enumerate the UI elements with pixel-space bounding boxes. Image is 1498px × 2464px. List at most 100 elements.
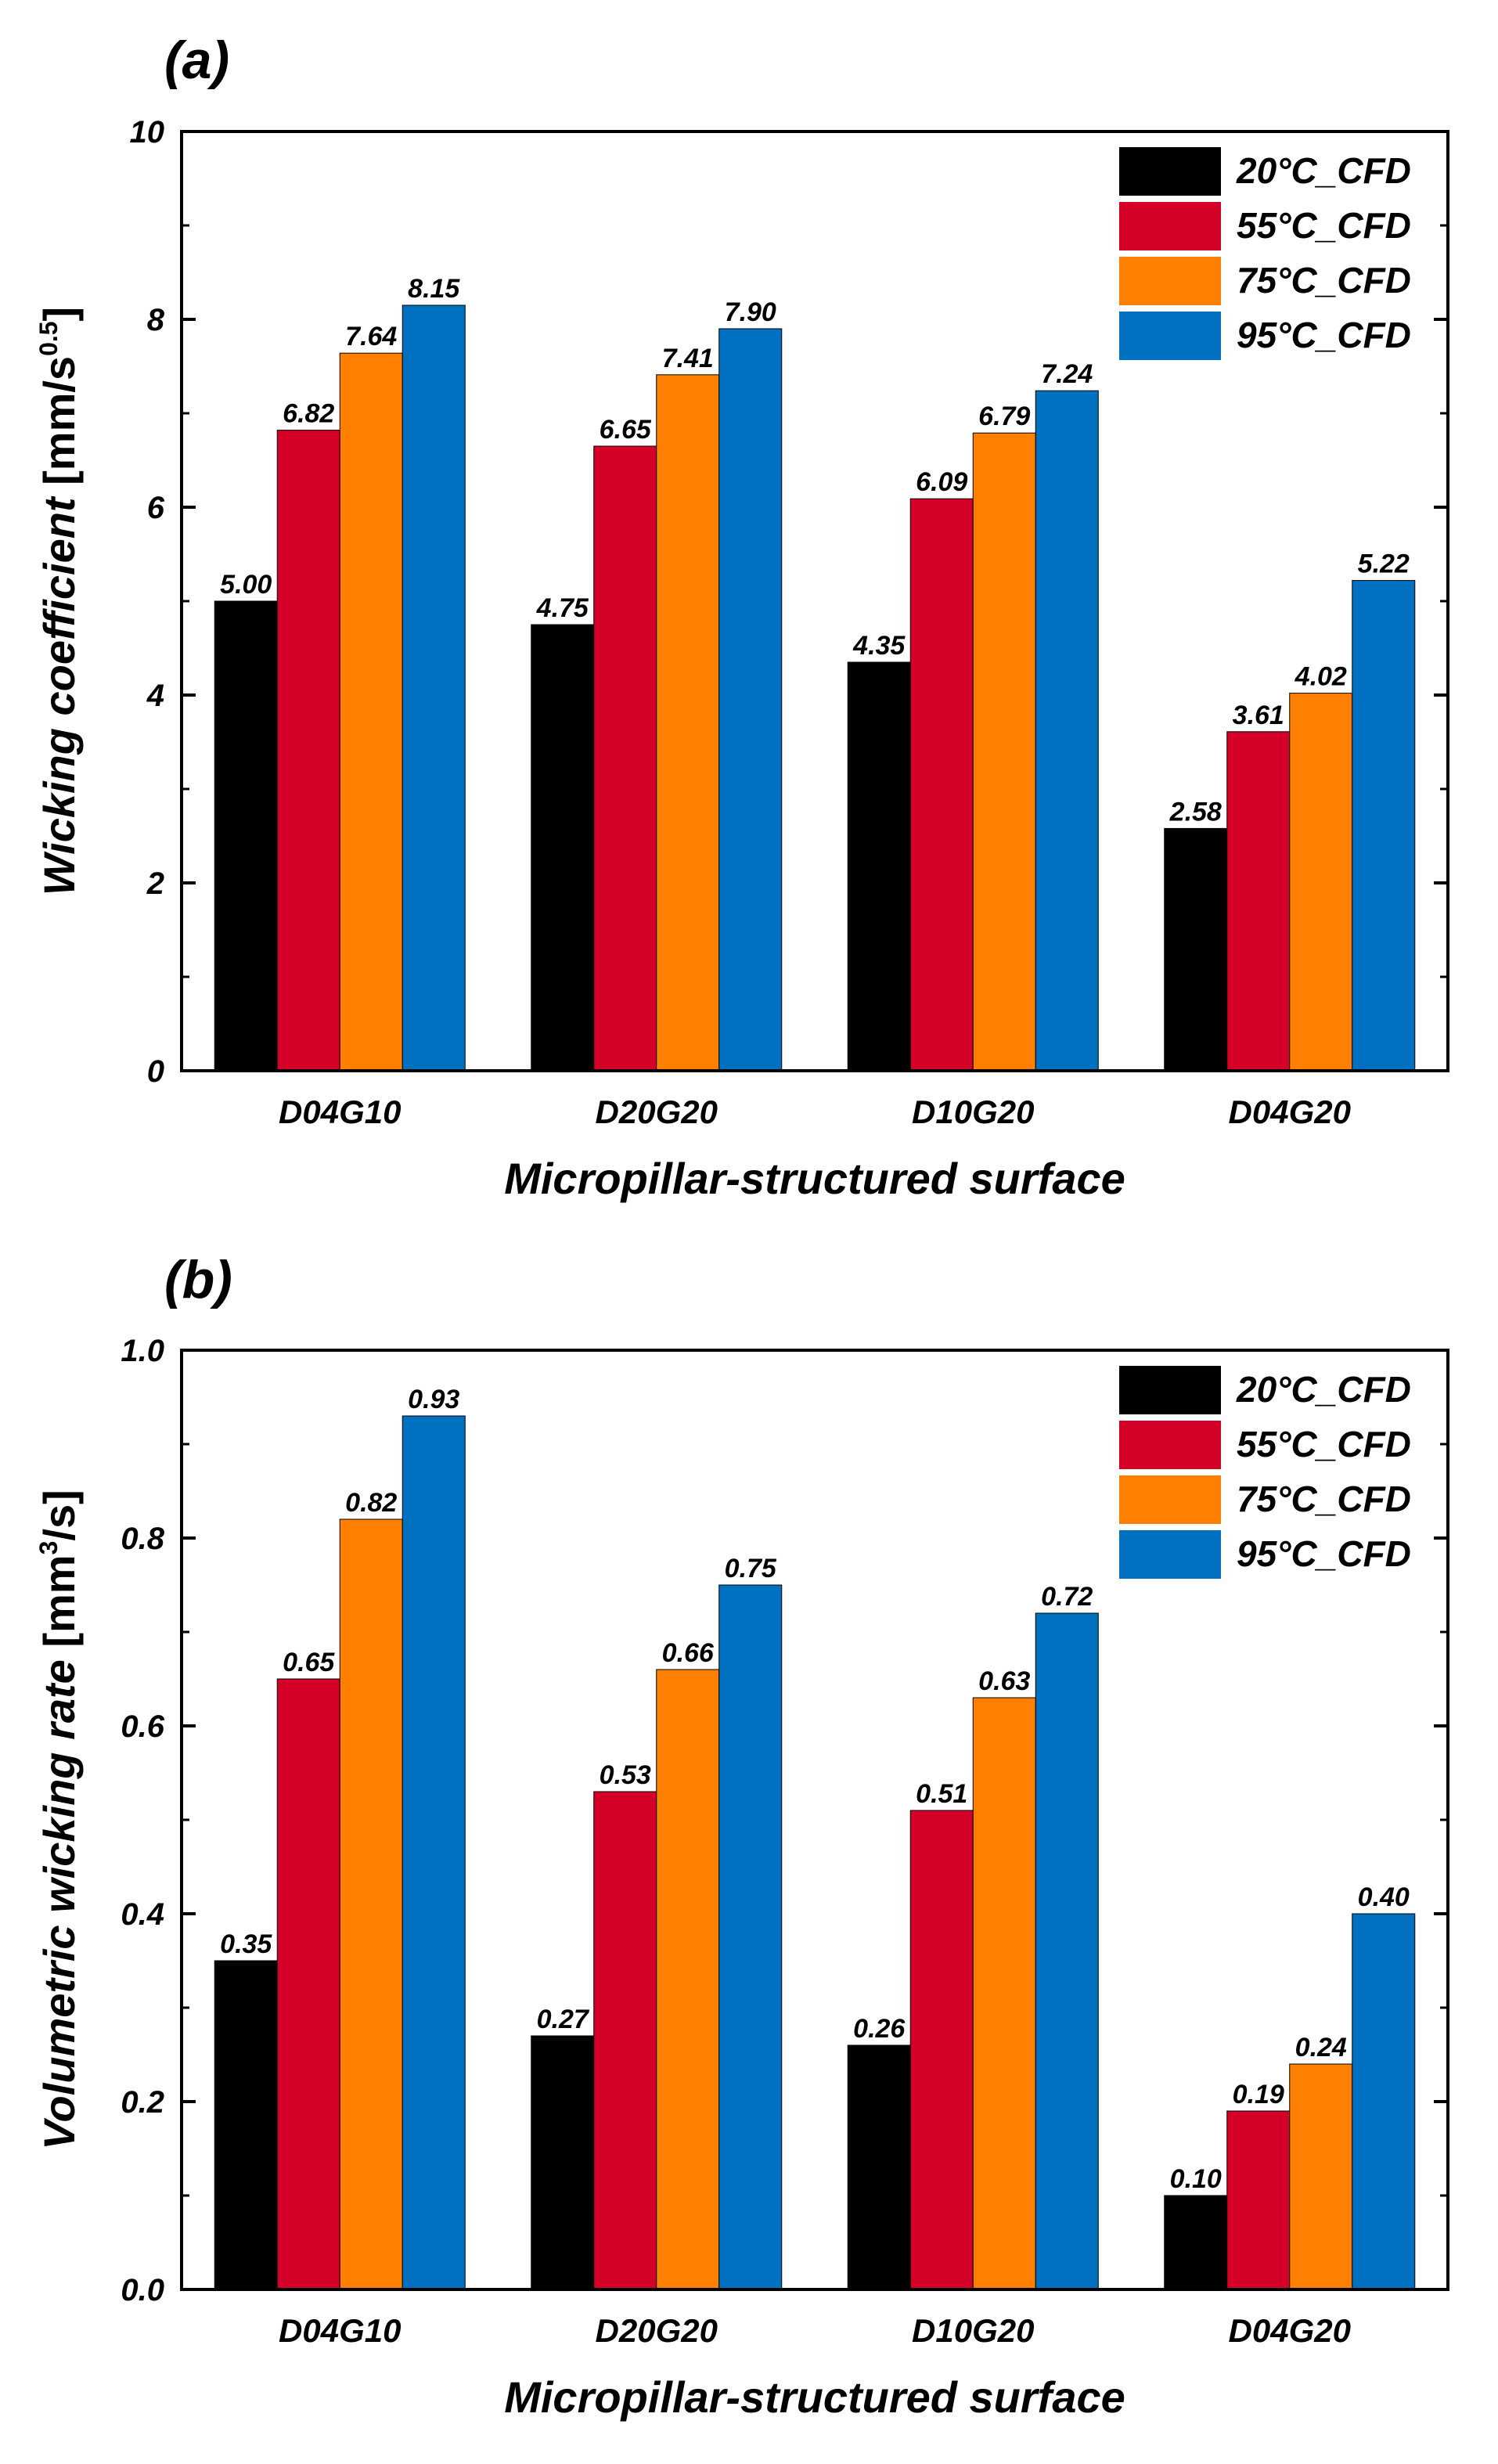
data-label: 5.00 bbox=[220, 570, 272, 600]
data-label: 0.51 bbox=[916, 1779, 967, 1809]
data-label: 0.93 bbox=[408, 1385, 459, 1414]
bar-d04g20-series-1 bbox=[1164, 827, 1228, 1072]
y-tick-label: 0.0 bbox=[121, 2273, 164, 2307]
data-label: 7.41 bbox=[662, 344, 714, 373]
data-label: 0.35 bbox=[220, 1929, 272, 1959]
y-tick-label: 0.2 bbox=[121, 2085, 164, 2120]
y-tick-label: 6 bbox=[147, 491, 165, 525]
bar-d20g20-series-2 bbox=[593, 1791, 657, 2290]
legend-label: 55°C_CFD bbox=[1237, 205, 1411, 246]
bar-d04g10-series-4 bbox=[402, 304, 466, 1072]
bar-d20g20-series-1 bbox=[531, 2035, 595, 2290]
data-label: 5.22 bbox=[1358, 549, 1410, 579]
bar-d04g10-series-3 bbox=[339, 352, 403, 1072]
y-tick-label: 4 bbox=[146, 679, 164, 713]
data-label: 0.27 bbox=[537, 2005, 590, 2034]
data-label: 8.15 bbox=[408, 274, 460, 304]
y-axis-title-unit: [mm/s bbox=[34, 356, 84, 498]
y-axis-title-unit-end: ] bbox=[34, 307, 84, 322]
x-category-label: D04G10 bbox=[279, 2312, 401, 2349]
y-axis-title-main: Volumetric wicking rate bbox=[34, 1659, 84, 2150]
bar-d04g10-series-2 bbox=[276, 430, 340, 1072]
data-label: 0.75 bbox=[725, 1554, 777, 1583]
bar-d04g20-series-4 bbox=[1352, 1913, 1416, 2290]
bar-d20g20-series-4 bbox=[718, 1584, 783, 2290]
legend-swatch bbox=[1119, 1530, 1221, 1579]
panel-label: (a) bbox=[164, 31, 229, 90]
bar-d10g20-series-3 bbox=[972, 432, 1036, 1072]
legend-label: 20°C_CFD bbox=[1236, 150, 1411, 191]
legend-label: 75°C_CFD bbox=[1237, 260, 1411, 301]
bar-d20g20-series-2 bbox=[593, 445, 657, 1072]
data-label: 7.90 bbox=[725, 297, 776, 327]
legend-swatch bbox=[1119, 1421, 1221, 1469]
bar-d10g20-series-4 bbox=[1035, 390, 1099, 1072]
data-label: 0.10 bbox=[1170, 2164, 1222, 2194]
bar-d04g10-series-4 bbox=[402, 1415, 466, 2290]
y-tick-label: 0.4 bbox=[121, 1897, 164, 1932]
y-axis-title-main: Wicking coefficient bbox=[34, 495, 84, 895]
legend: 20°C_CFD 55°C_CFD 75°C_CFD 95°C_CFD bbox=[1119, 1366, 1411, 1579]
data-label: 7.64 bbox=[345, 322, 397, 351]
legend-swatch bbox=[1119, 312, 1221, 360]
bar-d20g20-series-3 bbox=[656, 1669, 720, 2290]
legend-label: 75°C_CFD bbox=[1237, 1479, 1411, 1519]
data-label: 0.63 bbox=[978, 1666, 1030, 1696]
panel-label: (b) bbox=[164, 1250, 232, 1309]
legend-swatch bbox=[1119, 147, 1221, 196]
bar-d04g20-series-2 bbox=[1226, 731, 1291, 1072]
bar-d10g20-series-3 bbox=[972, 1697, 1036, 2290]
bar-d20g20-series-1 bbox=[531, 624, 595, 1072]
bar-d10g20-series-4 bbox=[1035, 1612, 1099, 2290]
data-label: 0.72 bbox=[1041, 1582, 1093, 1612]
chart-panel-b: (b)0.350.27 0.260.100.650.530.510.190.820… bbox=[34, 1250, 1449, 2422]
y-tick-label: 1.0 bbox=[121, 1334, 164, 1368]
y-tick-label: 0.6 bbox=[121, 1709, 164, 1744]
y-axis-title-unit: [mm bbox=[34, 1554, 84, 1659]
bar-d04g10-series-3 bbox=[339, 1518, 403, 2290]
legend: 20°C_CFD 55°C_CFD 75°C_CFD 95°C_CFD bbox=[1119, 147, 1411, 360]
y-tick-label: 2 bbox=[146, 866, 164, 901]
data-label: 0.26 bbox=[853, 2014, 906, 2044]
bar-d04g10-series-1 bbox=[214, 1960, 278, 2290]
data-label: 4.02 bbox=[1295, 662, 1347, 692]
x-axis-title: Micropillar-structured surface bbox=[504, 2372, 1125, 2422]
data-label: 0.19 bbox=[1233, 2080, 1284, 2109]
y-tick-label: 8 bbox=[147, 303, 165, 337]
legend-label: 55°C_CFD bbox=[1237, 1424, 1411, 1464]
data-label: 0.66 bbox=[662, 1638, 715, 1668]
x-axis-title: Micropillar-structured surface bbox=[504, 1154, 1125, 1203]
data-label: 6.09 bbox=[916, 467, 967, 497]
y-axis-title-unit-end: /s] bbox=[34, 1490, 84, 1540]
x-category-label: D04G20 bbox=[1229, 2312, 1351, 2349]
data-label: 6.79 bbox=[978, 402, 1030, 431]
y-tick-label: 10 bbox=[130, 115, 165, 149]
legend-label: 95°C_CFD bbox=[1237, 1533, 1411, 1574]
bar-d10g20-series-2 bbox=[909, 498, 974, 1072]
bar-d20g20-series-3 bbox=[656, 374, 720, 1072]
bar-d10g20-series-1 bbox=[847, 2044, 911, 2290]
y-axis-title: Volumetric wicking rate [mm3/s] bbox=[34, 1490, 84, 2150]
data-label: 6.65 bbox=[600, 415, 652, 445]
data-label: 0.40 bbox=[1358, 1882, 1410, 1912]
data-label: 4.35 bbox=[852, 631, 906, 661]
data-label: 4.75 bbox=[536, 593, 589, 623]
legend-swatch bbox=[1119, 1475, 1221, 1524]
data-label: 7.24 bbox=[1041, 359, 1093, 389]
bar-d04g10-series-2 bbox=[276, 1678, 340, 2290]
data-label: 0.65 bbox=[283, 1648, 335, 1677]
bar-d04g10-series-1 bbox=[214, 600, 278, 1072]
x-category-label: D04G20 bbox=[1229, 1093, 1351, 1130]
bar-d04g20-series-1 bbox=[1164, 2195, 1228, 2290]
data-label: 0.53 bbox=[600, 1760, 651, 1790]
y-axis-title-superscript: 0.5 bbox=[34, 321, 63, 355]
x-category-label: D20G20 bbox=[596, 1093, 718, 1130]
legend-swatch bbox=[1119, 1366, 1221, 1414]
legend-swatch bbox=[1119, 202, 1221, 250]
y-axis-title: Wicking coefficient [mm/s0.5] bbox=[34, 307, 84, 895]
data-label: 3.61 bbox=[1233, 701, 1284, 730]
y-tick-label: 0.8 bbox=[121, 1522, 164, 1556]
bar-d04g20-series-3 bbox=[1289, 2063, 1353, 2290]
legend-swatch bbox=[1119, 257, 1221, 305]
data-label: 2.58 bbox=[1169, 797, 1222, 827]
